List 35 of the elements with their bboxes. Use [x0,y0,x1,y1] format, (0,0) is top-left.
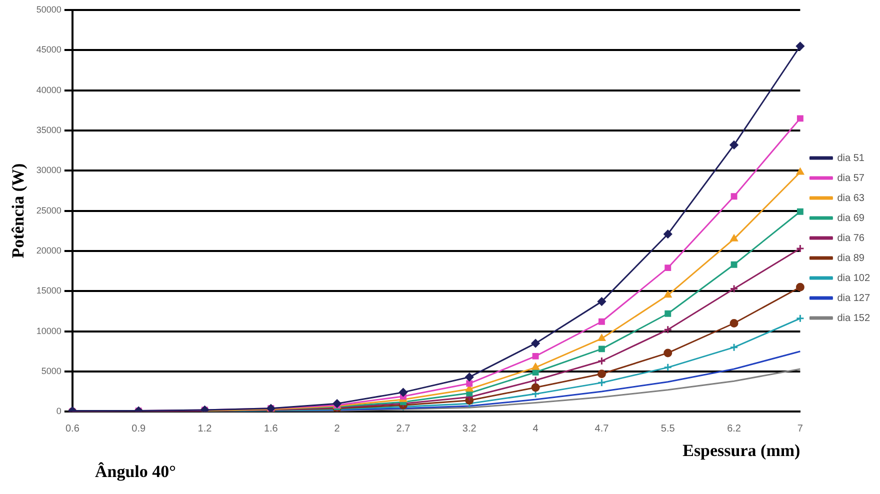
legend-label: dia 152 [837,312,870,324]
text: Ângulo 40° [95,462,176,482]
y-tick-label: 30000 [36,165,62,176]
legend-label: dia 102 [837,272,870,284]
x-tick-label: 0.9 [132,423,146,434]
legend-label: dia 89 [837,252,865,264]
legend-label: dia 51 [837,152,865,164]
x-tick-label: 4 [532,423,539,434]
x-tick-label: 2 [334,423,340,434]
y-tick-label: 25000 [36,205,62,216]
x-axis-title: Espessura (mm) [682,441,800,460]
x-tick-label: 6.2 [727,423,742,434]
y-tick-label: 15000 [36,286,62,296]
y-axis-title: Potência (W) [8,163,28,258]
legend-label: dia 57 [837,172,865,184]
x-tick-label: 0.6 [65,423,80,434]
y-tick-label: 5000 [41,366,62,376]
legend-label: dia 127 [837,292,870,304]
x-tick-label: 1.6 [264,423,278,434]
x-tick-label: 1.2 [198,423,212,434]
y-tick-label: 35000 [36,124,62,135]
legend-label: dia 69 [837,212,865,224]
x-tick-label: 2.7 [396,423,411,434]
legend-label: dia 76 [837,232,865,244]
y-tick-label: 50000 [36,4,62,14]
y-tick-label: 20000 [36,245,62,256]
x-tick-label: 7 [797,423,804,434]
x-tick-label: 4.7 [594,423,610,434]
y-tick-label: 10000 [36,326,62,336]
legend-label: dia 63 [837,192,865,204]
y-tick-label: 45000 [36,44,62,55]
x-tick-label: 3.2 [462,423,477,434]
y-tick-label: 0 [56,406,62,416]
y-tick-label: 40000 [36,84,62,95]
x-tick-label: 5.5 [660,423,676,434]
